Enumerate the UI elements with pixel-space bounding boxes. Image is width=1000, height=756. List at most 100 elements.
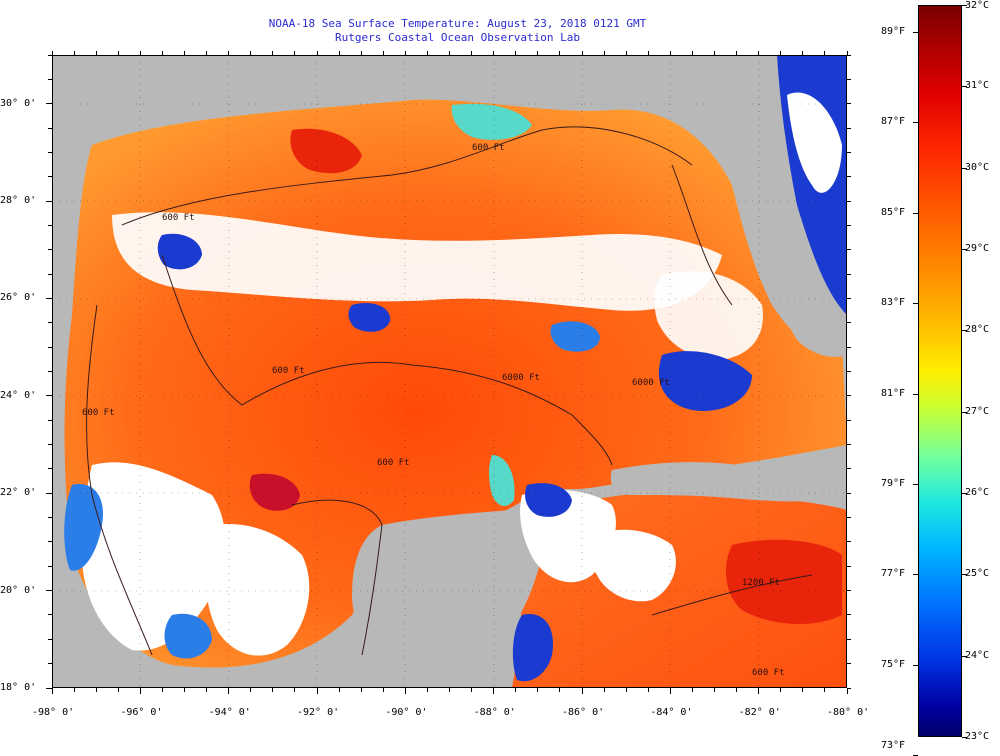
y-minor-tick <box>48 273 52 275</box>
x-minor-tick <box>471 51 473 55</box>
x-minor-tick <box>272 688 274 692</box>
x-minor-tick <box>714 51 715 55</box>
x-minor-tick <box>382 51 384 55</box>
map-title: NOAA-18 Sea Surface Temperature: August … <box>268 17 647 30</box>
x-minor-tick <box>161 688 163 692</box>
fahrenheit-label: 83°F <box>881 297 906 309</box>
x-minor-tick <box>51 51 53 55</box>
y-minor-tick <box>48 54 52 56</box>
y-minor-tick <box>847 297 851 299</box>
contour-label: 600 Ft <box>377 458 410 468</box>
x-minor-tick <box>537 51 539 55</box>
y-minor-tick <box>847 517 851 519</box>
cloud-band-north <box>112 212 722 311</box>
x-minor-tick <box>316 51 318 55</box>
y-minor-tick <box>847 492 851 494</box>
x-axis-label: -90° 0' <box>385 707 428 718</box>
lat-lon-grid <box>52 55 847 688</box>
fahrenheit-label: 79°F <box>881 477 906 489</box>
cyan-shelf-north <box>451 103 532 140</box>
warm-core-east <box>726 539 842 625</box>
x-minor-tick <box>603 688 605 692</box>
y-minor-tick <box>48 200 52 202</box>
x-minor-tick <box>647 51 649 55</box>
x-minor-tick <box>780 51 782 55</box>
x-minor-tick <box>184 688 185 692</box>
cool-patch-6 <box>525 483 572 517</box>
x-axis-label: -86° 0' <box>562 707 605 718</box>
fahrenheit-label: 77°F <box>881 568 906 580</box>
y-minor-tick <box>48 590 52 592</box>
y-minor-tick <box>847 614 851 616</box>
x-minor-tick <box>294 51 296 55</box>
y-minor-tick <box>847 663 851 665</box>
x-minor-tick <box>780 688 782 692</box>
celsius-label: 28°C <box>965 324 990 336</box>
cloud-patch-caribbean <box>588 529 676 602</box>
x-minor-tick <box>824 688 826 692</box>
contour-6000ft <box>161 254 613 466</box>
fahrenheit-tick <box>913 664 918 666</box>
contour-600ft-north <box>121 126 693 226</box>
y-minor-tick <box>48 492 52 494</box>
y-minor-tick <box>847 54 851 56</box>
fahrenheit-tick <box>913 483 918 485</box>
y-minor-tick <box>847 419 851 421</box>
y-axis-label: 22° 0' <box>0 487 37 499</box>
y-minor-tick <box>48 371 52 372</box>
contour-1200ft <box>651 574 813 616</box>
x-minor-tick <box>802 688 804 692</box>
cloud-patch-east <box>654 271 763 360</box>
x-minor-tick <box>559 51 561 55</box>
y-minor-tick <box>48 395 52 397</box>
x-minor-tick <box>625 688 627 692</box>
x-minor-tick <box>338 51 340 55</box>
contour-label: 600 Ft <box>472 143 505 153</box>
y-minor-tick <box>847 638 851 640</box>
temperature-colorbar <box>918 5 962 737</box>
florida-land <box>732 110 847 357</box>
fahrenheit-tick <box>913 212 918 214</box>
x-minor-tick <box>73 51 75 55</box>
x-minor-tick <box>73 688 75 692</box>
x-minor-tick <box>338 688 340 692</box>
x-axis-label: -98° 0' <box>32 707 75 718</box>
y-axis-label: 28° 0' <box>0 195 37 207</box>
x-minor-tick <box>294 688 296 692</box>
y-minor-tick <box>847 346 851 348</box>
contour-label: 600 Ft <box>272 366 305 376</box>
y-minor-tick <box>847 151 851 153</box>
y-minor-tick <box>48 614 52 616</box>
x-minor-tick <box>691 688 693 692</box>
x-minor-tick <box>161 51 163 55</box>
celsius-tick <box>962 655 967 657</box>
fahrenheit-tick <box>913 122 918 124</box>
celsius-label: 23°C <box>965 731 990 742</box>
x-minor-tick <box>206 688 208 692</box>
celsius-tick <box>962 493 967 494</box>
x-axis-label: -82° 0' <box>738 707 781 718</box>
x-minor-tick <box>449 51 450 55</box>
celsius-label: 29°C <box>965 243 990 254</box>
x-minor-tick <box>449 688 450 692</box>
y-axis-label: 26° 0' <box>0 292 37 304</box>
x-minor-tick <box>228 688 230 692</box>
x-minor-tick <box>736 688 738 692</box>
x-minor-tick <box>117 688 119 692</box>
cool-patch-3 <box>550 321 600 352</box>
cloud-band-south <box>205 524 310 656</box>
contour-label: 600 Ft <box>162 213 195 223</box>
x-minor-tick <box>471 688 473 692</box>
x-minor-tick <box>758 51 760 55</box>
yucatan-land <box>352 509 544 688</box>
y-minor-tick <box>48 127 52 129</box>
contour-600ft-west <box>86 304 153 656</box>
x-minor-tick <box>846 688 848 692</box>
y-minor-tick <box>48 663 52 665</box>
x-axis-label: -92° 0' <box>297 707 340 718</box>
y-minor-tick <box>847 127 851 129</box>
contour-label: 1200 Ft <box>742 578 780 588</box>
y-minor-tick <box>48 224 52 226</box>
y-minor-tick <box>847 322 851 324</box>
depth-contours <box>86 126 813 656</box>
